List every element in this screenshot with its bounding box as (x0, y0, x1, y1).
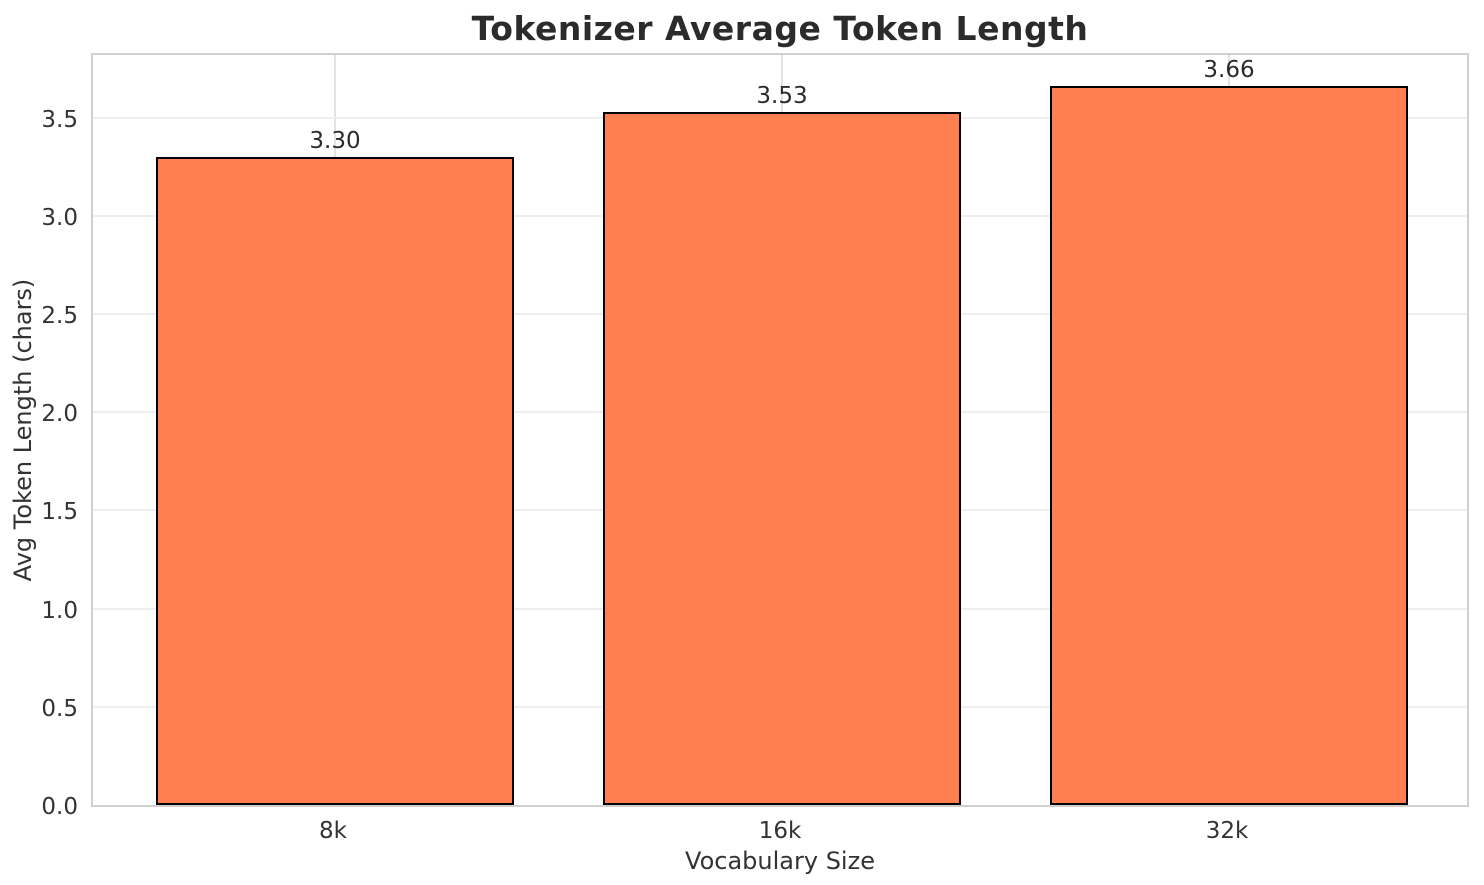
bar-8k (156, 157, 514, 805)
bar-32k (1050, 86, 1408, 805)
plot-area: 3.30 3.53 3.66 (91, 53, 1469, 807)
y-tick-2.0: 2.0 (41, 401, 78, 428)
y-tick-3.5: 3.5 (41, 106, 78, 133)
x-axis-label: Vocabulary Size (685, 847, 875, 875)
chart-title: Tokenizer Average Token Length (471, 9, 1089, 48)
x-tick-8k: 8k (319, 818, 347, 844)
y-tick-1.5: 1.5 (41, 499, 78, 526)
x-tick-16k: 16k (758, 818, 802, 844)
x-tick-32k: 32k (1205, 818, 1249, 844)
y-tick-1.0: 1.0 (41, 597, 78, 624)
bar-value-label-16k: 3.53 (756, 83, 808, 109)
bar-16k (603, 112, 961, 805)
y-tick-2.5: 2.5 (41, 303, 78, 330)
y-tick-0.5: 0.5 (41, 695, 78, 722)
bar-value-label-32k: 3.66 (1203, 57, 1255, 83)
y-axis-label: Avg Token Length (chars) (9, 278, 37, 582)
bar-value-label-8k: 3.30 (309, 128, 361, 154)
y-tick-0.0: 0.0 (41, 794, 78, 820)
y-tick-3.0: 3.0 (41, 204, 78, 231)
